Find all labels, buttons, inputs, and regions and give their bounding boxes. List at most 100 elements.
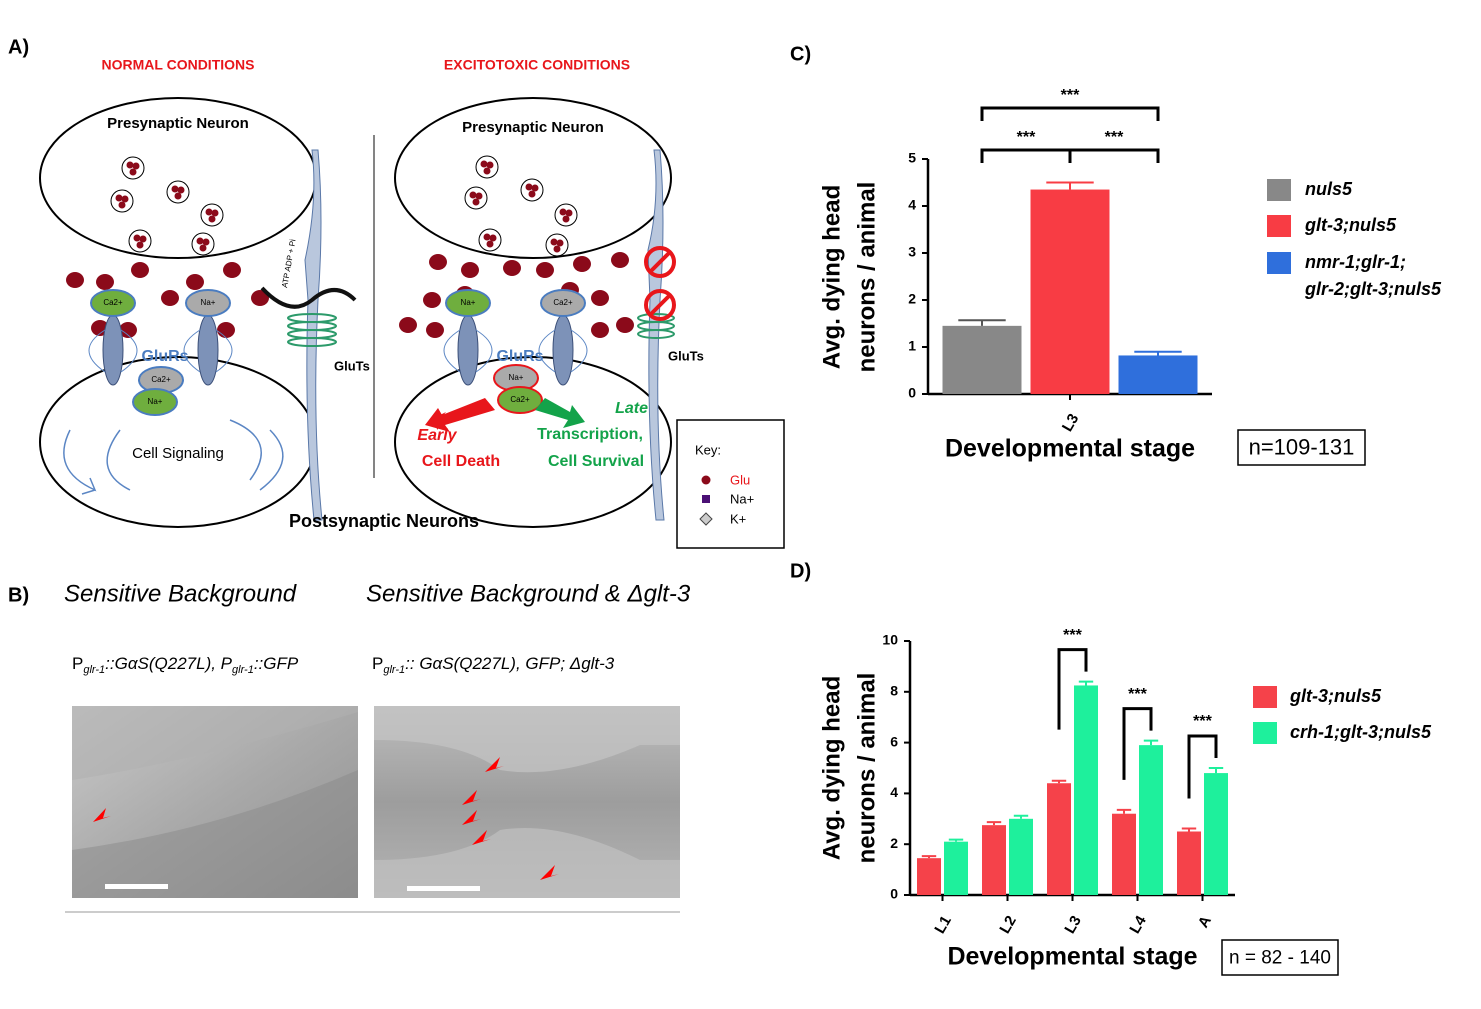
transporter-membrane: [304, 149, 323, 521]
glu-dot: [115, 194, 123, 202]
legend-label: crh-1;glt-3;nuls5: [1290, 722, 1432, 742]
vesicles: [110, 155, 578, 257]
ion: [132, 388, 178, 416]
receptor: [102, 314, 124, 386]
significance-bracket: [1187, 734, 1218, 799]
x-tick-label: L1: [931, 913, 954, 937]
glu-dot: [118, 201, 126, 209]
caption-part: glr-1: [83, 664, 105, 676]
scale-bar: [407, 886, 480, 891]
legend-label: nmr-1;glr-1; glr-2;glt-3;nuls5: [1304, 252, 1442, 299]
caption-part: glr-1: [383, 664, 405, 676]
glu-dot: [177, 186, 185, 194]
glu-dot: [211, 209, 219, 217]
bar: [1030, 189, 1110, 394]
arrows: [462, 757, 559, 880]
y-tick-label: 5: [908, 150, 916, 166]
key-label: K+: [730, 511, 746, 526]
receptor-loop: [88, 329, 138, 373]
glu-dot: [489, 234, 497, 242]
transporter-membrane: [647, 149, 665, 521]
bar: [942, 325, 1022, 394]
glu: [161, 290, 179, 306]
glu-dot: [171, 185, 179, 193]
label: Early: [417, 427, 457, 444]
significance-bracket: [980, 148, 1072, 163]
glutamate: [66, 252, 634, 338]
title: NORMAL CONDITIONS: [102, 57, 255, 73]
x-tick-label: L4: [1126, 912, 1150, 936]
significance-bracket: [1057, 648, 1088, 730]
caption-part: ::GFP: [254, 654, 299, 673]
receptor-loop: [443, 329, 493, 373]
label: ATP ADP + Pi: [280, 238, 297, 288]
vesicle: [191, 232, 215, 256]
y-tick-label: 6: [890, 733, 898, 749]
glu-dot: [559, 208, 567, 216]
ion: [90, 289, 136, 317]
x-tick-label: L2: [996, 913, 1019, 937]
vesicle: [520, 178, 544, 202]
key-title: Key:: [695, 442, 721, 457]
glu: [461, 262, 479, 278]
arrow: [260, 286, 357, 309]
error-bar: [948, 838, 964, 842]
ion: [185, 289, 231, 317]
significance-label: ***: [1128, 686, 1147, 703]
bar: [1047, 783, 1071, 895]
ion: [445, 289, 491, 317]
panel-label: B): [8, 584, 29, 606]
x-tick-label: A: [1195, 913, 1215, 931]
glu-dot: [565, 209, 573, 217]
ion: [497, 386, 543, 414]
ion-label: Ca2+: [103, 298, 123, 307]
receptor: [552, 314, 574, 386]
glu: [591, 290, 609, 306]
vesicle: [464, 186, 488, 210]
arrow: [93, 808, 111, 822]
bar: [1112, 813, 1136, 895]
glu-dot: [132, 162, 140, 170]
glu: [119, 322, 137, 338]
y-tick-label: 3: [908, 244, 916, 260]
subtitle: Sensitive Background & Δglt-3: [366, 580, 691, 607]
glu-dot: [480, 160, 488, 168]
vesicle: [554, 203, 578, 227]
arrow: [535, 398, 585, 428]
glut: [287, 313, 675, 347]
scale-bar: [105, 884, 168, 889]
legend-swatch: [1267, 179, 1291, 201]
caption-part: glr-1: [232, 664, 254, 676]
label: Cell Survival: [548, 453, 644, 470]
presynaptic: [394, 97, 672, 259]
glu-dot: [196, 237, 204, 245]
receptor: [197, 314, 219, 386]
legend-swatch: [1267, 215, 1291, 237]
glu: [66, 272, 84, 288]
key-label: Glu: [730, 472, 750, 487]
significance-label: ***: [1063, 627, 1082, 644]
glu-dot: [469, 191, 477, 199]
panel-label: D): [790, 560, 811, 582]
ion-label: Na+: [201, 298, 216, 307]
glu-dot: [483, 233, 491, 241]
signaling-arrows: [63, 419, 284, 495]
y-tick-label: 8: [890, 683, 898, 699]
error-bar: [921, 855, 937, 859]
legend-label: glt-3;nuls5: [1289, 686, 1382, 706]
receptor-loop: [183, 329, 233, 373]
ion-label: Ca2+: [151, 375, 171, 384]
glu-dot: [483, 167, 491, 175]
legend-swatch: [1267, 252, 1291, 274]
annotation-box: [1237, 429, 1366, 466]
panel-b: B) Sensitive Background Sensitive Backgr…: [8, 580, 691, 913]
subtitle: Sensitive Background: [64, 580, 297, 607]
significance-bracket: [980, 106, 1160, 121]
label: GluRs: [141, 348, 188, 365]
label: GluTs: [334, 358, 370, 373]
glu-dot: [486, 161, 494, 169]
glu-dot: [528, 190, 536, 198]
vesicle: [110, 189, 134, 213]
vesicle: [200, 203, 224, 227]
x-axis-label: Developmental stage: [945, 435, 1195, 463]
